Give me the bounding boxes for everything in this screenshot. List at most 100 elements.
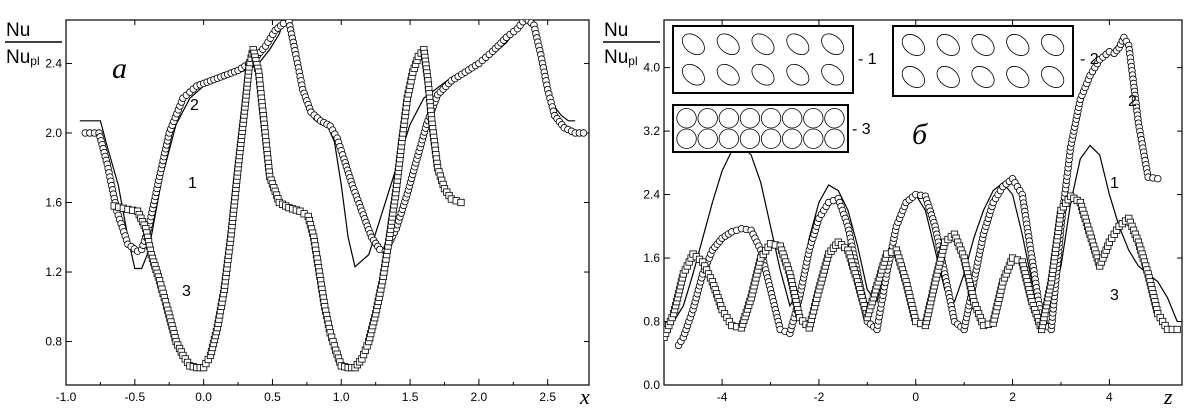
curve-label-b-1: 1: [1110, 175, 1119, 192]
y-axis-label-b: Nu Nupl: [603, 20, 660, 68]
inset-2-cells-cell-0-0: [901, 34, 925, 56]
marker-b-3-end: [1173, 325, 1181, 334]
tick-marks-b: [664, 20, 1182, 386]
x-tick-label-a-1: -0.5: [124, 390, 145, 404]
svg-text:Nupl: Nupl: [604, 47, 638, 68]
x-tick-label-b-0: -4: [717, 390, 728, 404]
tick-marks-a: [65, 20, 589, 385]
inset-3-cells-cell-1-4: [760, 128, 782, 149]
inset-3-cells-cell-0-0: [676, 108, 697, 129]
x-tick-label-a-0: -1.0: [56, 390, 77, 404]
inset-1-cells-cell-0-0: [681, 33, 705, 56]
inset-label-2: - 2: [1080, 51, 1099, 68]
series-group-a: [79, 20, 588, 372]
inset-2-cells-cell-1-4: [1041, 66, 1065, 88]
inset-1-cells-cell-1-1: [716, 63, 740, 86]
y-tick-label-a-3: 2.0: [45, 126, 62, 140]
x-tick-label-b-4: 4: [1106, 390, 1113, 404]
y-label-denominator-a: Nu: [6, 47, 30, 68]
y-label-subscript-a: pl: [30, 54, 39, 68]
y-axis-label-a: Nu Nupl: [5, 20, 62, 68]
inset-label-1: - 1: [858, 51, 877, 68]
y-label-subscript-b: pl: [628, 54, 637, 68]
svg-text:Nupl: Nupl: [6, 47, 40, 68]
inset-1-cells-cell-0-1: [716, 33, 740, 56]
plot-frame-b: [663, 19, 1183, 386]
inset-schematic-2: [892, 25, 1074, 97]
y-tick-label-a-0: 0.8: [45, 335, 62, 349]
inset-2-cells-cell-0-3: [1006, 34, 1030, 56]
y-tick-label-a-2: 1.6: [45, 196, 62, 210]
inset-3-cells-cell-0-5: [782, 108, 803, 129]
marker-b-3-0-0: [664, 333, 668, 341]
inset-3-cells-cell-0-7: [824, 108, 845, 129]
inset-1-cells-cell-0-3: [786, 33, 810, 56]
inset-2-cells-cell-0-2: [971, 34, 995, 56]
y-tick-label-b-0: 0.0: [643, 378, 660, 392]
inset-schematic-3: [672, 104, 849, 153]
x-tick-label-b-2: 0: [912, 390, 919, 404]
series-line-a-1: [79, 20, 576, 270]
curve-label-b-3: 3: [1110, 287, 1119, 304]
inset-3-cells-cell-0-1: [697, 108, 718, 129]
inset-1-cells-cell-1-3: [786, 63, 810, 86]
inset-1-cells-cell-1-2: [751, 63, 775, 86]
series-group-b: [664, 33, 1181, 350]
chart-panel-b: -4 -2 0 2 4 0.0 0.8 1.6 2.4 3.2 4.0 Nu Nupl б z - …: [603, 19, 1183, 409]
panel-letter-b: б: [912, 118, 928, 151]
y-tick-label-b-4: 3.2: [643, 124, 660, 138]
x-tick-label-a-6: 2.0: [471, 390, 488, 404]
inset-2-cells-cell-1-3: [1006, 66, 1030, 88]
inset-2-cells-cell-0-1: [936, 34, 960, 56]
marker-a-3-end: [457, 198, 465, 207]
marker-b-2-end: [1154, 174, 1162, 183]
inset-3-cells-cell-0-2: [718, 108, 739, 129]
tick-labels-b: -4 -2 0 2 4 0.0 0.8 1.6 2.4 3.2 4.0: [643, 61, 1113, 404]
y-tick-label-b-3: 2.4: [643, 188, 660, 202]
inset-3-cells-cell-0-3: [739, 108, 761, 129]
curve-label-a-1: 1: [188, 175, 197, 192]
chart-panel-a: -1.0 -0.5 0.0 0.5 1.0 1.5 2.0 2.5 0.8 1.2 1.6 2.0 2.…: [5, 19, 590, 409]
inset-3-cells-cell-0-4: [760, 108, 782, 129]
inset-2-cells-cell-1-0: [901, 66, 925, 88]
inset-2-cells-cell-1-1: [936, 66, 960, 88]
inset-schematic-1: [672, 25, 854, 94]
inset-1-cells-cell-1-0: [681, 63, 705, 86]
inset-3-cells-cell-1-6: [803, 128, 824, 149]
inset-label-3: - 3: [852, 121, 871, 138]
y-tick-label-b-5: 4.0: [643, 61, 660, 75]
y-tick-label-a-4: 2.4: [45, 56, 62, 70]
inset-3-cells-cell-1-5: [782, 128, 803, 149]
x-tick-label-b-1: -2: [814, 390, 825, 404]
marker-a-2-end: [579, 129, 588, 137]
series-line-b-1: [664, 144, 1178, 330]
inset-1-cells-cell-1-4: [821, 63, 845, 86]
inset-1-cells-cell-0-4: [821, 33, 845, 56]
curve-label-b-2: 2: [1128, 93, 1137, 110]
x-tick-label-b-3: 2: [1009, 390, 1016, 404]
inset-3-cells-cell-0-6: [803, 108, 824, 129]
x-tick-label-a-7: 2.5: [539, 390, 556, 404]
panel-letter-a: a: [112, 52, 127, 85]
curve-label-a-2: 2: [190, 97, 199, 114]
x-tick-label-a-4: 1.0: [333, 390, 350, 404]
y-tick-label-b-2: 1.6: [643, 251, 660, 265]
y-label-numerator-b: Nu: [604, 20, 628, 41]
x-axis-symbol-a: x: [579, 384, 590, 409]
inset-3-cells-cell-1-0: [676, 128, 697, 149]
inset-2-cells-cell-1-2: [971, 66, 995, 88]
inset-3-cells-cell-1-1: [697, 128, 718, 149]
y-tick-label-b-1: 0.8: [643, 315, 660, 329]
x-axis-symbol-b: z: [1163, 384, 1173, 409]
y-label-denominator-b: Nu: [604, 47, 628, 68]
y-tick-label-a-1: 1.2: [45, 265, 62, 279]
inset-1-cells-cell-0-2: [751, 33, 775, 56]
x-tick-label-a-3: 0.5: [264, 390, 281, 404]
y-label-numerator-a: Nu: [6, 20, 30, 41]
curve-label-a-3: 3: [182, 283, 191, 300]
inset-3-cells-cell-1-3: [739, 128, 761, 149]
inset-3-cells-cell-1-7: [824, 128, 845, 149]
tick-labels-a: -1.0 -0.5 0.0 0.5 1.0 1.5 2.0 2.5 0.8 1.2 1.6 2.0 2.…: [45, 56, 556, 404]
inset-2-cells-cell-0-4: [1041, 34, 1065, 56]
